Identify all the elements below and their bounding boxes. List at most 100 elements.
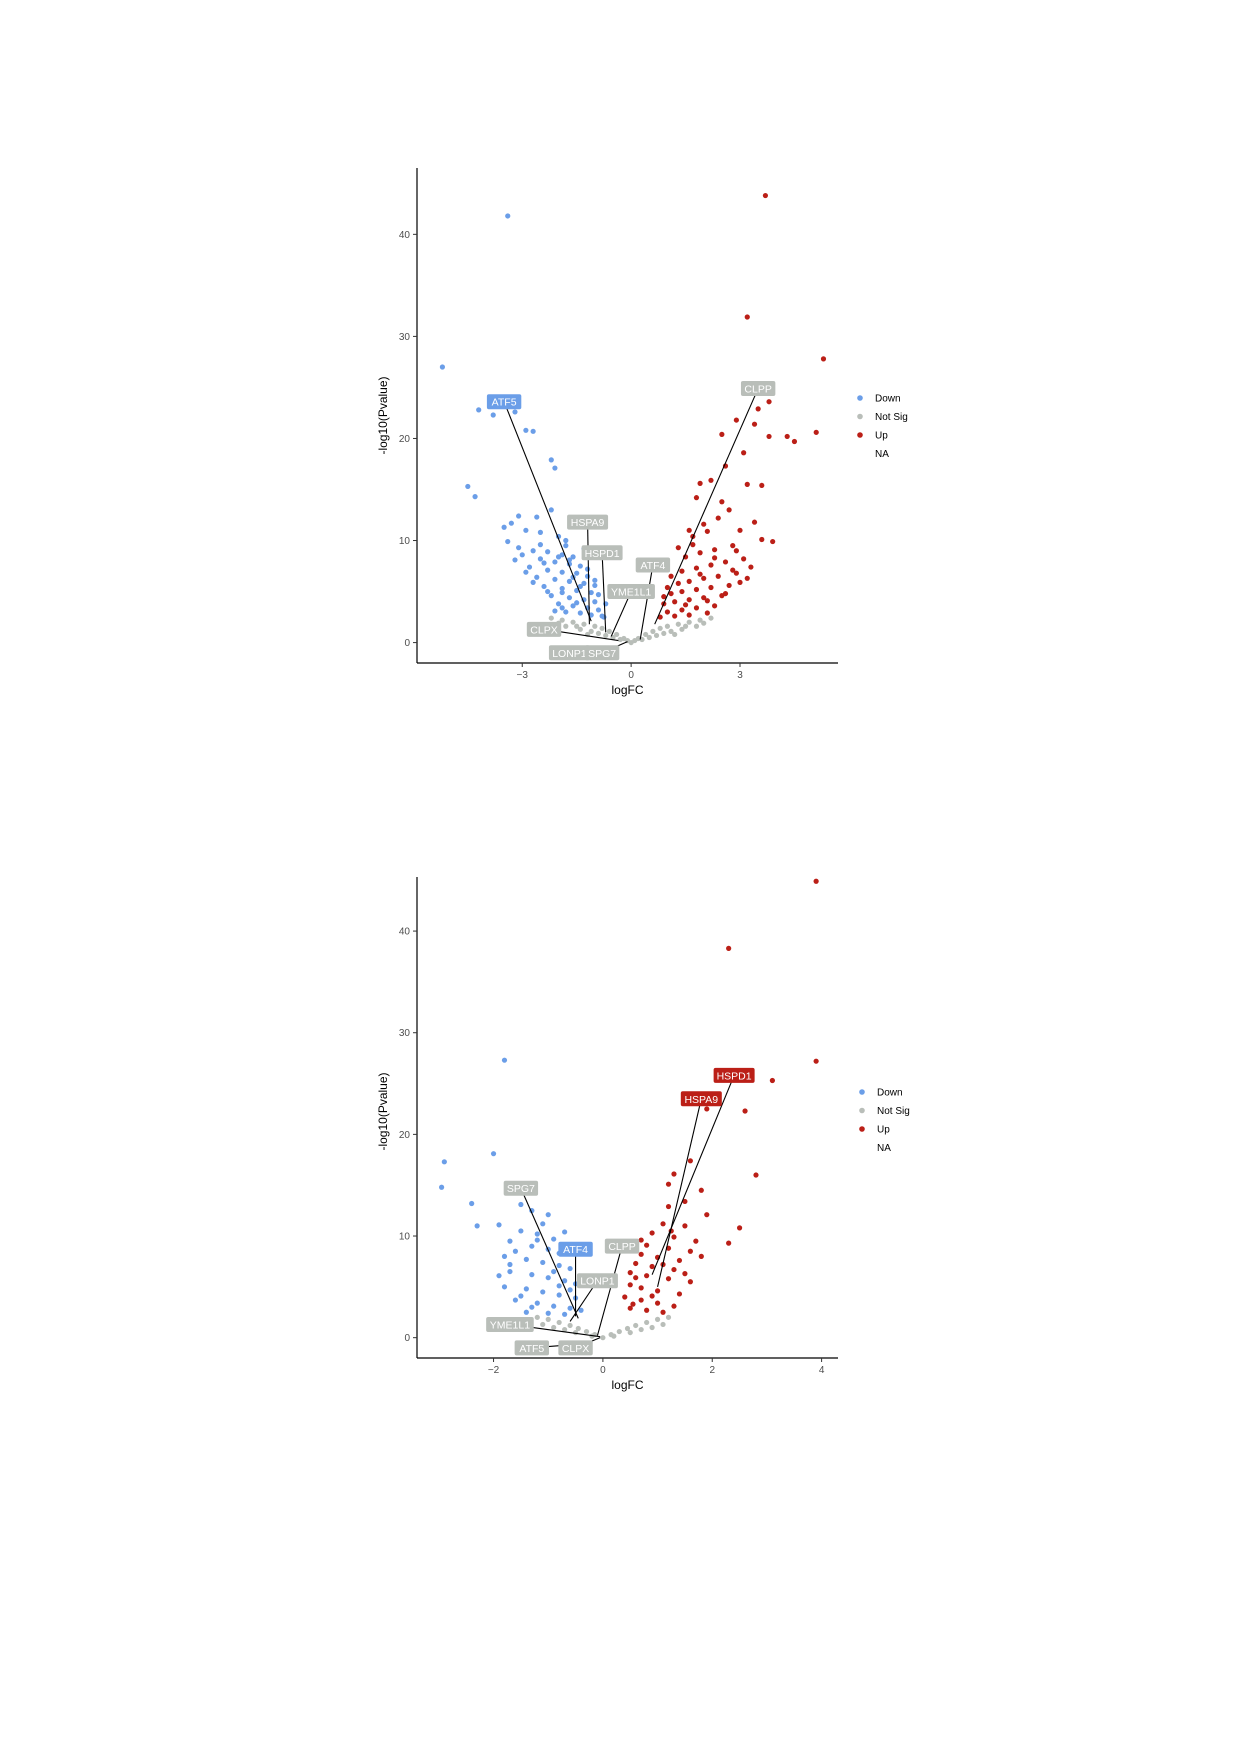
plot-2-point-down	[545, 1275, 551, 1281]
plot-2-point-down	[540, 1259, 546, 1266]
plot-2-point-not-sig	[624, 1325, 631, 1332]
plot-2-point-up	[671, 1303, 677, 1309]
plot-2-point-down	[551, 1303, 557, 1309]
plot-1-point-not-sig	[682, 623, 689, 629]
plot-2-point-up	[671, 1171, 677, 1177]
plot-2-point-not-sig	[534, 1314, 540, 1320]
plot-1-gene-label-box	[584, 645, 620, 661]
plot-2-legend-key	[859, 1089, 865, 1095]
plot-2-point-down	[562, 1278, 568, 1284]
plot-1-y-tick-label: 40	[399, 230, 411, 241]
plot-2-point-up	[644, 1242, 650, 1248]
plot-1-point-down	[563, 609, 569, 615]
plot-2-point-down	[529, 1272, 535, 1278]
plot-2-point-up	[665, 1276, 672, 1282]
plot-2-point-up	[813, 1058, 819, 1064]
plot-2-point-down	[556, 1262, 562, 1269]
plot-2-y-tick-label: 0	[404, 1333, 410, 1344]
plot-1-point-up	[737, 579, 743, 585]
plot-1-gene-label: SPG7	[588, 648, 616, 660]
plot-1-gene-label-box	[740, 380, 776, 396]
plot-1-point-down	[584, 566, 591, 572]
plot-1-point-up	[733, 417, 739, 423]
plot-1-point-up	[672, 599, 678, 605]
plot-1-gene-label: HSPA9	[571, 517, 605, 529]
plot-1-point-not-sig	[588, 628, 594, 634]
plot-2-gene-label-box	[514, 1340, 550, 1356]
plot-2-point-up	[630, 1301, 636, 1307]
plot-1-point-up	[693, 605, 700, 611]
plot-1-point-down	[530, 548, 536, 554]
plot-2-point-not-sig	[616, 1328, 622, 1335]
plot-2-point-down	[529, 1243, 535, 1249]
plot-2-point-up	[660, 1309, 666, 1315]
plot-2-point-down	[529, 1304, 535, 1310]
plot-2-point-not-sig	[545, 1316, 551, 1322]
plot-1-point-down	[574, 600, 580, 606]
plot-1-point-up	[712, 547, 718, 553]
plot-2-gene-label: CLPX	[562, 1343, 589, 1355]
plot-2-point-up	[698, 1253, 704, 1259]
plot-1-point-not-sig	[661, 630, 667, 637]
plot-1-point-up	[791, 438, 798, 445]
plot-1-point-up	[708, 584, 714, 591]
plot-2-point-not-sig	[633, 1322, 639, 1329]
plot-2-point-down	[501, 1253, 508, 1259]
plot-1-point-down	[501, 524, 507, 530]
plot-1-label-leader-line	[639, 564, 654, 640]
plot-1-point-down	[552, 465, 558, 471]
plot-2-point-up	[704, 1106, 710, 1112]
plot-2-point-not-sig	[562, 1326, 568, 1333]
plot-1-point-down	[592, 582, 598, 589]
plot-1-point-down	[548, 457, 554, 463]
plot-2-y-tick-label: 10	[399, 1232, 411, 1243]
plot-2-point-up	[682, 1223, 688, 1229]
plot-1-point-up	[675, 580, 681, 586]
plot-2-point-down	[501, 1057, 508, 1063]
plot-1-point-down	[512, 409, 518, 415]
plot-1-point-down	[552, 576, 558, 582]
plot-2-point-down	[545, 1212, 551, 1218]
plot-1-point-down	[563, 543, 569, 549]
plot-1-point-up	[661, 594, 667, 600]
plot-2-point-down	[518, 1228, 524, 1234]
plot-2-point-not-sig	[551, 1324, 557, 1331]
plot-2-point-up	[698, 1187, 704, 1193]
plot-2-point-up	[627, 1282, 633, 1288]
plot-1-gene-label-box	[486, 394, 522, 410]
plot-1-point-up	[759, 482, 765, 489]
volcano-plot-2: −2 0 2 4 0 10 20 30 40 logFC -log10(Pvalue) HSPD1 HS…	[0, 877, 1240, 1754]
plot-2-point-down	[496, 1222, 502, 1228]
plot-1-point-down	[530, 428, 536, 434]
plot-1-gene-label-box	[607, 584, 655, 600]
plot-1-gene-label: ATF4	[640, 560, 665, 572]
plot-1-point-not-sig	[664, 623, 671, 629]
plot-2-point-down	[534, 1300, 540, 1306]
plot-1-point-up	[664, 609, 671, 615]
plot-2-gene-label-box	[486, 1316, 534, 1332]
plot-1-point-down	[537, 529, 543, 535]
plot-1-point-up	[701, 595, 707, 601]
plot-2-label-leader-line	[651, 1075, 735, 1275]
plot-2-gene-label: ATF4	[563, 1244, 588, 1256]
plot-2-gene-label-box	[558, 1241, 593, 1257]
plot-1-point-down	[552, 559, 558, 565]
plot-2-point-down	[507, 1268, 513, 1275]
plot-1-point-down	[559, 585, 565, 592]
plot-2-gene-label-box	[604, 1238, 640, 1254]
plot-2-point-down	[540, 1221, 546, 1227]
plot-1-point-up	[726, 582, 732, 589]
plot-2-point-up	[649, 1263, 655, 1270]
plot-1-x-tick-label: 3	[737, 670, 743, 681]
plot-1-gene-label: YME1L1	[611, 587, 651, 599]
plot-1-legend-key	[857, 432, 863, 438]
plot-1-legend-label: NA	[875, 449, 889, 460]
plot-2-gene-label-box	[576, 1273, 618, 1289]
plot-2-y-tick-label: 40	[399, 927, 411, 938]
plot-2-point-not-sig	[665, 1314, 672, 1320]
plot-2-point-up	[633, 1260, 639, 1267]
plot-1-point-up	[675, 545, 681, 551]
plot-1-point-up	[744, 314, 750, 320]
